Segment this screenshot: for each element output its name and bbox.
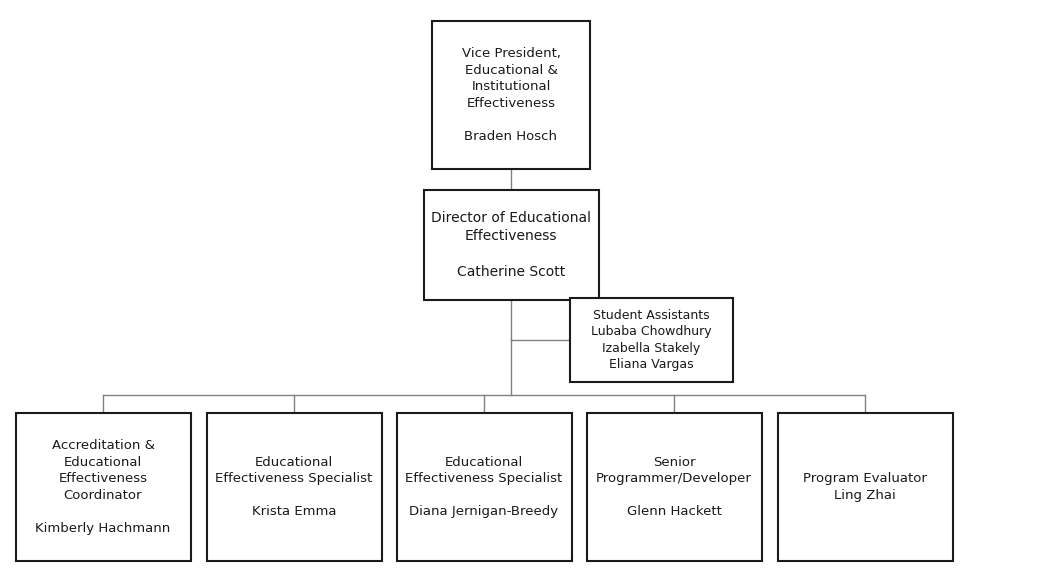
Text: Director of Educational
Effectiveness

Catherine Scott: Director of Educational Effectiveness Ca… xyxy=(431,211,591,278)
Text: Student Assistants
Lubaba Chowdhury
Izabella Stakely
Eliana Vargas: Student Assistants Lubaba Chowdhury Izab… xyxy=(591,309,711,371)
Text: Senior
Programmer/Developer

Glenn Hackett: Senior Programmer/Developer Glenn Hacket… xyxy=(596,456,752,518)
Text: Educational
Effectiveness Specialist

Krista Emma: Educational Effectiveness Specialist Kri… xyxy=(215,456,373,518)
Text: Vice President,
Educational &
Institutional
Effectiveness

Braden Hosch: Vice President, Educational & Institutio… xyxy=(462,47,561,143)
FancyBboxPatch shape xyxy=(777,413,953,561)
FancyBboxPatch shape xyxy=(432,21,590,169)
FancyBboxPatch shape xyxy=(16,413,191,561)
Text: Accreditation &
Educational
Effectiveness
Coordinator

Kimberly Hachmann: Accreditation & Educational Effectivenes… xyxy=(35,439,170,535)
FancyBboxPatch shape xyxy=(207,413,382,561)
FancyBboxPatch shape xyxy=(570,298,733,382)
Text: Program Evaluator
Ling Zhai: Program Evaluator Ling Zhai xyxy=(803,472,927,502)
FancyBboxPatch shape xyxy=(397,413,572,561)
FancyBboxPatch shape xyxy=(424,190,599,300)
FancyBboxPatch shape xyxy=(586,413,762,561)
Text: Educational
Effectiveness Specialist

Diana Jernigan-Breedy: Educational Effectiveness Specialist Dia… xyxy=(406,456,563,518)
